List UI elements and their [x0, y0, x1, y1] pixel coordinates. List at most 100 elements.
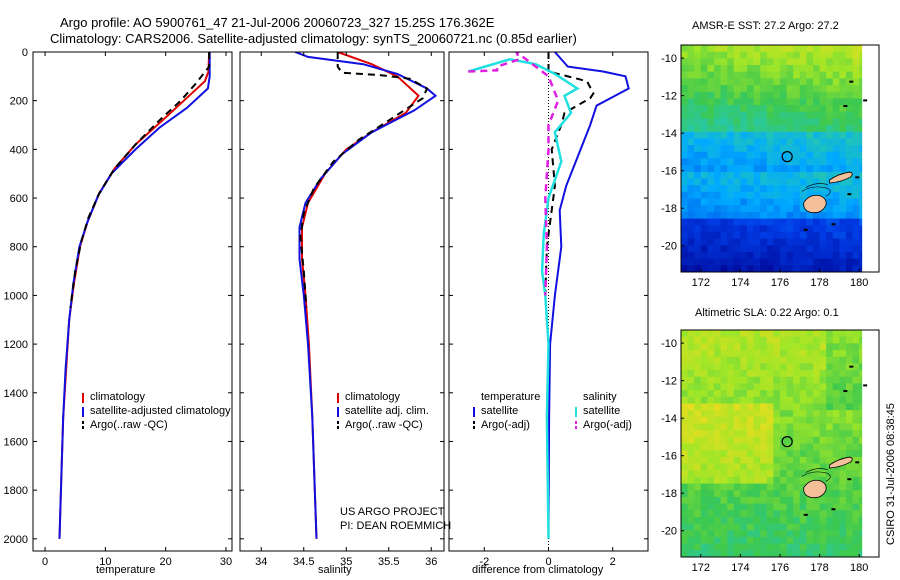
heatmap-cell: [780, 98, 788, 106]
heatmap-cell: [839, 58, 847, 66]
heatmap-cell: [760, 490, 768, 498]
heatmap-cell: [694, 523, 702, 531]
heatmap-cell: [740, 145, 748, 153]
heatmap-cell: [780, 51, 788, 59]
heatmap-cell: [819, 330, 827, 338]
heatmap-cell: [714, 245, 722, 253]
heatmap-cell: [747, 245, 755, 253]
heatmap-cell: [806, 151, 814, 160]
heatmap-cell: [681, 125, 689, 133]
no-data-region: [862, 45, 879, 272]
heatmap-cell: [700, 111, 708, 120]
heatmap-cell: [826, 370, 834, 378]
heatmap-cell: [747, 483, 755, 491]
heatmap-cell: [720, 470, 728, 478]
heatmap-cell: [720, 336, 728, 344]
heatmap-cell: [720, 530, 728, 538]
heatmap-cell: [773, 330, 781, 338]
heatmap-cell: [727, 463, 735, 471]
heatmap-cell: [727, 85, 735, 93]
heatmap-cell: [681, 370, 689, 378]
heatmap-cell: [806, 245, 814, 253]
heatmap-cell: [727, 370, 735, 378]
heatmap-cell: [694, 45, 702, 53]
heatmap-cell: [740, 85, 748, 93]
heatmap-cell: [694, 238, 702, 246]
heatmap-cell: [707, 483, 715, 491]
heatmap-cell: [707, 536, 715, 545]
heatmap-cell: [826, 550, 834, 557]
heatmap-cell: [700, 191, 708, 200]
heatmap-cell: [793, 145, 801, 153]
heatmap-cell: [681, 450, 689, 458]
map-x-tick-label: 180: [850, 562, 868, 574]
heatmap-cell: [714, 390, 722, 398]
small-island: [831, 223, 836, 226]
heatmap-cell: [832, 145, 840, 153]
heatmap-cell: [839, 118, 847, 126]
heatmap-cell: [753, 85, 761, 93]
heatmap-cell: [714, 85, 722, 93]
heatmap-cell: [720, 476, 728, 485]
heatmap-cell: [707, 356, 715, 364]
heatmap-cell: [793, 265, 801, 272]
heatmap-cell: [813, 363, 821, 371]
map-y-tick-label: -14: [661, 128, 677, 140]
salinity-panel: 34 34.5 35 35.5 36: [239, 51, 445, 568]
heatmap-cell: [760, 463, 768, 471]
heatmap-cell: [747, 490, 755, 498]
heatmap-cell: [707, 370, 715, 378]
heatmap-cell: [766, 490, 774, 498]
heatmap-cell: [727, 356, 735, 364]
heatmap-cell: [799, 370, 807, 378]
heatmap-cell: [846, 450, 854, 458]
heatmap-cell: [760, 456, 768, 465]
heatmap-cell: [832, 330, 840, 338]
heatmap-cell: [780, 496, 788, 505]
heatmap-cell: [694, 71, 702, 79]
heatmap-cell: [852, 91, 860, 100]
heatmap-cell: [747, 456, 755, 465]
heatmap-cell: [780, 543, 788, 551]
heatmap-cell: [786, 171, 794, 180]
heatmap-cell: [753, 178, 761, 186]
heatmap-cell: [747, 91, 755, 100]
heatmap-cell: [753, 490, 761, 498]
heatmap-cell: [826, 185, 834, 193]
heatmap-cell: [813, 456, 821, 465]
heatmap-cell: [766, 245, 774, 253]
heatmap-cell: [740, 225, 748, 233]
heatmap-cell: [786, 51, 794, 59]
heatmap-cell: [786, 476, 794, 485]
heatmap-cell: [694, 516, 702, 525]
heatmap-cell: [806, 178, 814, 186]
heatmap-cell: [681, 185, 689, 193]
heatmap-cell: [714, 185, 722, 193]
heatmap-cell: [846, 111, 854, 120]
heatmap-cell: [700, 198, 708, 206]
heatmap-cell: [733, 436, 741, 445]
heatmap-cell: [687, 516, 695, 525]
heatmap-cell: [740, 78, 748, 86]
heatmap-cell: [700, 45, 708, 53]
heatmap-cell: [766, 85, 774, 93]
heatmap-cell: [806, 171, 814, 180]
heatmap-cell: [733, 131, 741, 140]
heatmap-cell: [773, 436, 781, 445]
heatmap-cell: [793, 363, 801, 371]
heatmap-cell: [747, 85, 755, 93]
heatmap-cell: [753, 145, 761, 153]
heatmap-cell: [846, 523, 854, 531]
heatmap-cell: [839, 91, 847, 100]
heatmap-cell: [846, 238, 854, 246]
heatmap-cell: [793, 78, 801, 86]
heatmap-cell: [813, 125, 821, 133]
heatmap-cell: [700, 363, 708, 371]
heatmap-cell: [687, 125, 695, 133]
heatmap-cell: [714, 125, 722, 133]
heatmap-cell: [839, 71, 847, 79]
heatmap-cell: [813, 231, 821, 240]
heatmap-cell: [753, 191, 761, 200]
heatmap-cell: [753, 363, 761, 371]
heatmap-cell: [773, 363, 781, 371]
